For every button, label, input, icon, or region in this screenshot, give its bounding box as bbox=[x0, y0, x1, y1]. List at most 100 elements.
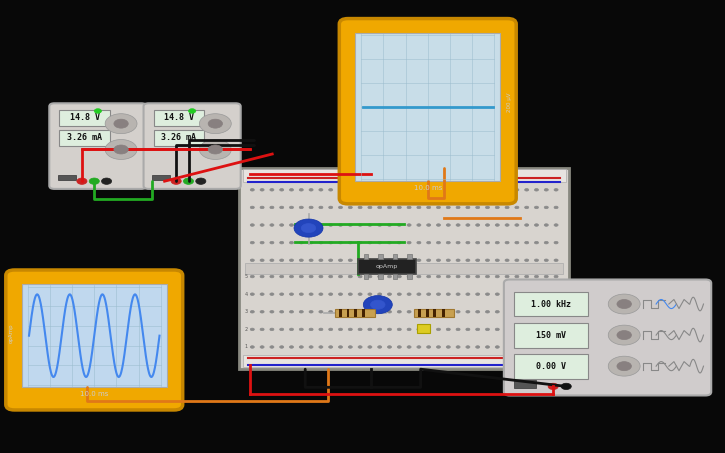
Bar bbox=[407, 275, 412, 279]
Bar bbox=[378, 254, 383, 259]
Circle shape bbox=[358, 328, 362, 331]
Circle shape bbox=[378, 241, 382, 244]
Circle shape bbox=[270, 206, 274, 209]
Circle shape bbox=[378, 346, 382, 348]
Circle shape bbox=[534, 206, 539, 209]
Circle shape bbox=[456, 206, 460, 209]
Text: 10.0 ms: 10.0 ms bbox=[413, 185, 442, 191]
Circle shape bbox=[534, 275, 539, 278]
Circle shape bbox=[309, 241, 313, 244]
Circle shape bbox=[196, 178, 206, 184]
Circle shape bbox=[309, 328, 313, 331]
Circle shape bbox=[495, 188, 500, 191]
Bar bbox=[426, 308, 428, 317]
Circle shape bbox=[270, 310, 274, 313]
Circle shape bbox=[407, 224, 411, 226]
Circle shape bbox=[368, 259, 372, 261]
Bar bbox=[393, 275, 397, 279]
Circle shape bbox=[515, 328, 519, 331]
Circle shape bbox=[368, 293, 372, 295]
Circle shape bbox=[426, 310, 431, 313]
Circle shape bbox=[294, 219, 323, 237]
Circle shape bbox=[250, 310, 254, 313]
Circle shape bbox=[309, 206, 313, 209]
Circle shape bbox=[260, 328, 264, 331]
Circle shape bbox=[515, 293, 519, 295]
Bar bbox=[239, 168, 569, 369]
Circle shape bbox=[339, 206, 342, 209]
Circle shape bbox=[363, 296, 392, 314]
Circle shape bbox=[554, 188, 558, 191]
Circle shape bbox=[289, 241, 294, 244]
Circle shape bbox=[188, 109, 196, 113]
Circle shape bbox=[486, 188, 489, 191]
Circle shape bbox=[270, 293, 274, 295]
Circle shape bbox=[397, 275, 402, 278]
Circle shape bbox=[114, 119, 128, 128]
Circle shape bbox=[544, 293, 548, 295]
Circle shape bbox=[417, 206, 421, 209]
Bar bbox=[335, 308, 375, 317]
Circle shape bbox=[554, 310, 558, 313]
Circle shape bbox=[289, 310, 294, 313]
Text: 2: 2 bbox=[245, 327, 248, 332]
Circle shape bbox=[417, 241, 421, 244]
Circle shape bbox=[456, 259, 460, 261]
Circle shape bbox=[436, 206, 441, 209]
Circle shape bbox=[456, 241, 460, 244]
Circle shape bbox=[534, 188, 539, 191]
Circle shape bbox=[544, 206, 548, 209]
Circle shape bbox=[525, 293, 529, 295]
Circle shape bbox=[378, 293, 382, 295]
Circle shape bbox=[348, 346, 352, 348]
Circle shape bbox=[370, 300, 385, 309]
Circle shape bbox=[456, 328, 460, 331]
Circle shape bbox=[378, 310, 382, 313]
Circle shape bbox=[417, 259, 421, 261]
Circle shape bbox=[505, 275, 509, 278]
Bar bbox=[514, 380, 536, 388]
Circle shape bbox=[250, 206, 254, 209]
Circle shape bbox=[339, 259, 342, 261]
Bar bbox=[358, 259, 416, 275]
Circle shape bbox=[260, 224, 264, 226]
Circle shape bbox=[368, 346, 372, 348]
Circle shape bbox=[486, 275, 489, 278]
Circle shape bbox=[554, 224, 558, 226]
Bar bbox=[154, 130, 204, 145]
Circle shape bbox=[447, 275, 450, 278]
Circle shape bbox=[486, 224, 489, 226]
Circle shape bbox=[407, 310, 411, 313]
Circle shape bbox=[447, 310, 450, 313]
Circle shape bbox=[319, 206, 323, 209]
Circle shape bbox=[378, 328, 382, 331]
Circle shape bbox=[309, 259, 313, 261]
Circle shape bbox=[319, 259, 323, 261]
Circle shape bbox=[199, 114, 231, 134]
Circle shape bbox=[328, 224, 333, 226]
Circle shape bbox=[417, 346, 421, 348]
Circle shape bbox=[447, 224, 450, 226]
Circle shape bbox=[617, 331, 631, 340]
Circle shape bbox=[407, 259, 411, 261]
Circle shape bbox=[534, 328, 539, 331]
Circle shape bbox=[544, 310, 548, 313]
Circle shape bbox=[397, 241, 402, 244]
Circle shape bbox=[561, 383, 571, 390]
Circle shape bbox=[387, 259, 392, 261]
Circle shape bbox=[447, 188, 450, 191]
Text: 200 µV: 200 µV bbox=[507, 93, 512, 112]
Bar bbox=[418, 324, 431, 333]
Circle shape bbox=[328, 259, 333, 261]
Circle shape bbox=[397, 293, 402, 295]
Circle shape bbox=[466, 275, 470, 278]
Circle shape bbox=[289, 259, 294, 261]
Bar bbox=[59, 110, 110, 125]
Circle shape bbox=[426, 328, 431, 331]
Circle shape bbox=[105, 140, 137, 159]
Text: 0.00 V: 0.00 V bbox=[536, 361, 566, 371]
FancyBboxPatch shape bbox=[504, 280, 711, 395]
Circle shape bbox=[348, 224, 352, 226]
Bar bbox=[245, 263, 563, 274]
Circle shape bbox=[617, 299, 631, 308]
